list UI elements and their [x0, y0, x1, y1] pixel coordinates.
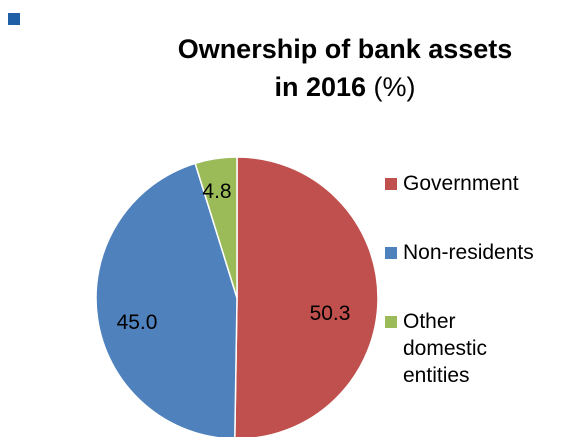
data-label-government: 50.3: [310, 302, 351, 325]
legend-swatch-other-domestic: [385, 316, 397, 328]
legend-swatch-non-residents: [385, 247, 397, 259]
data-label-other-domestic: 4.8: [202, 180, 231, 203]
legend-label-government: Government: [403, 172, 519, 195]
legend-item-non-residents: Non-residents: [385, 239, 560, 266]
chart-title: Ownership of bank assets in 2016 (%): [175, 30, 515, 106]
legend-item-government: Government: [385, 170, 560, 197]
legend-item-other-domestic: Other domestic entities: [385, 308, 560, 389]
legend: Government Non-residents Other domestic en…: [385, 170, 560, 389]
legend-swatch-government: [385, 178, 397, 190]
bullet-square: [8, 13, 20, 25]
legend-label-other-domestic: Other domestic entities: [403, 310, 488, 387]
pie-slice-other-domestic: [194, 156, 238, 299]
data-label-non-residents: 45.0: [117, 311, 158, 334]
legend-label-non-residents: Non-residents: [403, 241, 534, 264]
chart-title-unit: (%): [373, 72, 416, 102]
chart-title-main: Ownership of bank assets in 2016: [177, 34, 513, 102]
pie-slice-government: [234, 156, 379, 437]
pie-slice-non-residents: [95, 162, 238, 437]
